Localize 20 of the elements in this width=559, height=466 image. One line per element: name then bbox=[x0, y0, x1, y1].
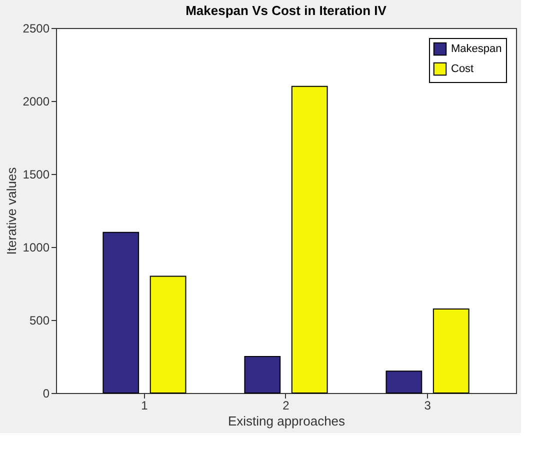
x-tick-label: 2 bbox=[282, 398, 290, 412]
bar bbox=[244, 356, 281, 394]
y-tick-label: 2000 bbox=[22, 94, 50, 108]
bar bbox=[386, 370, 422, 394]
legend-label: Cost bbox=[451, 63, 474, 75]
x-tick-label: 1 bbox=[141, 398, 148, 412]
bar bbox=[150, 276, 186, 394]
y-tick-label: 500 bbox=[29, 314, 50, 328]
bar bbox=[432, 308, 470, 394]
y-tick-label: 1000 bbox=[22, 240, 50, 254]
y-tick-label: 2500 bbox=[22, 22, 50, 36]
legend-label: Makespan bbox=[451, 43, 502, 55]
x-tick-label: 3 bbox=[424, 398, 432, 412]
bar bbox=[291, 86, 328, 394]
y-tick-label: 0 bbox=[42, 386, 50, 400]
y-axis-title: Iterative values bbox=[4, 166, 19, 255]
chart-title: Makespan Vs Cost in Iteration IV bbox=[186, 3, 387, 18]
bar bbox=[102, 232, 140, 394]
y-tick-label: 1500 bbox=[22, 168, 50, 182]
x-axis-title: Existing approaches bbox=[228, 414, 346, 428]
